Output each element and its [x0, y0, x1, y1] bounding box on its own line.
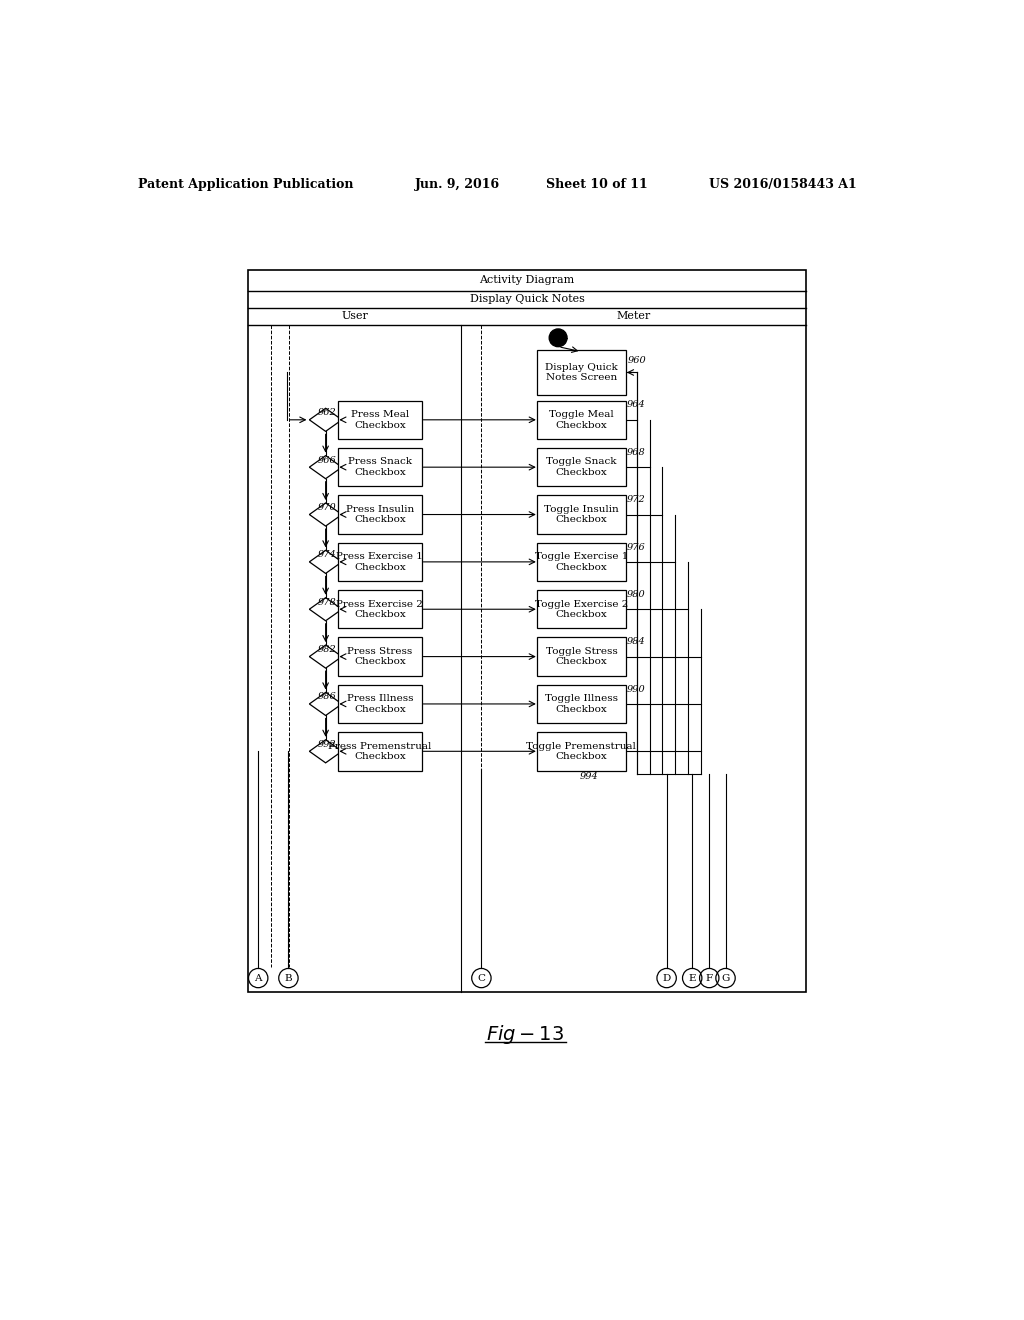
- Text: 970: 970: [317, 503, 336, 512]
- Text: Toggle Meal
Checkbox: Toggle Meal Checkbox: [549, 411, 613, 429]
- Text: Activity Diagram: Activity Diagram: [479, 276, 574, 285]
- FancyBboxPatch shape: [538, 447, 626, 487]
- FancyBboxPatch shape: [338, 733, 422, 771]
- Text: 992: 992: [317, 739, 336, 748]
- FancyBboxPatch shape: [538, 400, 626, 440]
- FancyBboxPatch shape: [338, 400, 422, 440]
- Text: Jun. 9, 2016: Jun. 9, 2016: [415, 178, 500, 190]
- FancyBboxPatch shape: [538, 350, 626, 395]
- Text: Toggle Illness
Checkbox: Toggle Illness Checkbox: [545, 694, 617, 714]
- Circle shape: [549, 329, 567, 347]
- Text: 980: 980: [627, 590, 645, 599]
- FancyBboxPatch shape: [338, 638, 422, 676]
- Text: 978: 978: [317, 598, 336, 607]
- Bar: [248, 271, 806, 991]
- FancyBboxPatch shape: [538, 685, 626, 723]
- FancyBboxPatch shape: [338, 447, 422, 487]
- Text: Toggle Exercise 1
Checkbox: Toggle Exercise 1 Checkbox: [535, 552, 628, 572]
- FancyBboxPatch shape: [338, 590, 422, 628]
- Text: Display Quick
Notes Screen: Display Quick Notes Screen: [545, 363, 617, 383]
- Text: US 2016/0158443 A1: US 2016/0158443 A1: [710, 178, 857, 190]
- FancyBboxPatch shape: [538, 638, 626, 676]
- Polygon shape: [309, 645, 342, 668]
- Polygon shape: [309, 503, 342, 527]
- Text: C: C: [477, 974, 485, 982]
- Text: Toggle Stress
Checkbox: Toggle Stress Checkbox: [546, 647, 617, 667]
- Text: 982: 982: [317, 645, 336, 653]
- Text: Press Exercise 1
Checkbox: Press Exercise 1 Checkbox: [337, 552, 423, 572]
- Text: Toggle Exercise 2
Checkbox: Toggle Exercise 2 Checkbox: [535, 599, 628, 619]
- Polygon shape: [309, 408, 342, 432]
- Text: Meter: Meter: [616, 312, 651, 321]
- Text: 994: 994: [580, 772, 598, 781]
- Text: 976: 976: [627, 543, 645, 552]
- Text: Press Premenstrual
Checkbox: Press Premenstrual Checkbox: [328, 742, 431, 762]
- FancyBboxPatch shape: [538, 733, 626, 771]
- FancyBboxPatch shape: [538, 543, 626, 581]
- Text: D: D: [663, 974, 671, 982]
- FancyBboxPatch shape: [538, 590, 626, 628]
- Text: Toggle Insulin
Checkbox: Toggle Insulin Checkbox: [544, 504, 618, 524]
- FancyBboxPatch shape: [338, 495, 422, 533]
- Polygon shape: [309, 739, 342, 763]
- FancyBboxPatch shape: [338, 543, 422, 581]
- Text: Press Insulin
Checkbox: Press Insulin Checkbox: [346, 504, 414, 524]
- Text: Patent Application Publication: Patent Application Publication: [138, 178, 353, 190]
- Text: Press Stress
Checkbox: Press Stress Checkbox: [347, 647, 413, 667]
- Text: 962: 962: [317, 408, 336, 417]
- Text: Sheet 10 of 11: Sheet 10 of 11: [547, 178, 648, 190]
- Text: 986: 986: [317, 692, 336, 701]
- Text: Press Meal
Checkbox: Press Meal Checkbox: [351, 411, 409, 429]
- Text: Toggle Premenstrual
Checkbox: Toggle Premenstrual Checkbox: [526, 742, 636, 762]
- Text: User: User: [341, 312, 368, 321]
- Text: 968: 968: [627, 447, 645, 457]
- Text: $\it{Fig-13}$: $\it{Fig-13}$: [485, 1023, 564, 1047]
- Polygon shape: [309, 455, 342, 479]
- Text: Press Illness
Checkbox: Press Illness Checkbox: [347, 694, 413, 714]
- Text: F: F: [706, 974, 713, 982]
- Text: Display Quick Notes: Display Quick Notes: [470, 294, 585, 305]
- Polygon shape: [309, 550, 342, 573]
- Text: 972: 972: [627, 495, 645, 504]
- Polygon shape: [309, 693, 342, 715]
- Text: 960: 960: [628, 356, 646, 366]
- Text: 966: 966: [317, 455, 336, 465]
- Text: 964: 964: [627, 400, 645, 409]
- Text: 984: 984: [627, 638, 645, 647]
- Text: B: B: [285, 974, 292, 982]
- Text: A: A: [254, 974, 262, 982]
- Text: Press Exercise 2
Checkbox: Press Exercise 2 Checkbox: [337, 599, 423, 619]
- Text: Toggle Snack
Checkbox: Toggle Snack Checkbox: [546, 458, 616, 477]
- Text: 974: 974: [317, 550, 336, 560]
- Text: 990: 990: [627, 685, 645, 693]
- Text: E: E: [688, 974, 696, 982]
- FancyBboxPatch shape: [538, 495, 626, 533]
- Text: Press Snack
Checkbox: Press Snack Checkbox: [348, 458, 412, 477]
- Text: G: G: [721, 974, 730, 982]
- Polygon shape: [309, 598, 342, 620]
- FancyBboxPatch shape: [338, 685, 422, 723]
